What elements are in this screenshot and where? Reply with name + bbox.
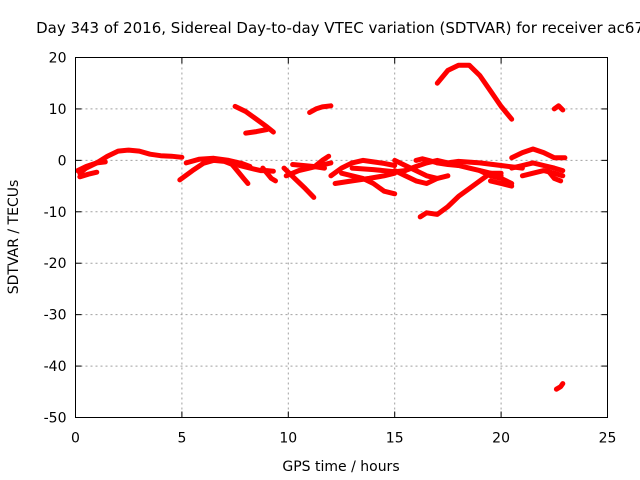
y-tick-label: 20: [49, 51, 67, 67]
axis-ticks: 0 5 10 15 20 25 -50 -40 -30 -20 -10 0 10 20: [44, 51, 617, 447]
series-arc-2: [75, 159, 108, 174]
grid-lines: [75, 57, 608, 418]
series-arc-10: [243, 127, 270, 136]
y-tick-label: 0: [58, 153, 67, 169]
y-tick-label: -10: [44, 205, 67, 221]
series-arc-28: [488, 178, 515, 189]
series-arc-8: [260, 165, 278, 184]
series-arc-21: [392, 157, 440, 181]
series-arc-26: [445, 158, 525, 171]
x-tick-label: 0: [71, 431, 80, 447]
y-axis-label: SDTVAR / TECUs: [6, 180, 22, 295]
x-tick-label: 20: [492, 431, 510, 447]
series-arc-7: [236, 163, 276, 174]
series-arc-17: [332, 170, 398, 186]
series-arc-30: [509, 146, 568, 161]
series-arc-14: [290, 162, 327, 171]
y-tick-label: -30: [44, 308, 67, 324]
y-tick-label: 10: [49, 102, 67, 118]
series-arc-35: [553, 381, 566, 392]
series-arc-27: [477, 168, 515, 186]
series-arc-32: [519, 168, 566, 179]
series-arc-15: [313, 153, 332, 168]
series-arc-34: [551, 103, 566, 113]
chart-title: Day 343 of 2016, Sidereal Day-to-day VTE…: [36, 19, 640, 37]
series-arc-23: [413, 156, 440, 166]
y-tick-label: -50: [44, 411, 67, 427]
series-arc-11: [307, 103, 334, 115]
x-tick-label: 15: [386, 431, 404, 447]
series-arc-6: [228, 160, 251, 186]
y-tick-label: -20: [44, 256, 67, 272]
series-arc-16: [328, 157, 398, 179]
series-arc-29: [434, 62, 515, 122]
x-axis-label: GPS time / hours: [282, 459, 399, 475]
series-arc-3: [77, 169, 100, 180]
data-series: [75, 62, 568, 392]
plot-frame: [75, 57, 608, 418]
x-tick-label: 5: [177, 431, 186, 447]
series-arc-18: [339, 170, 398, 197]
x-tick-label: 25: [599, 431, 617, 447]
x-tick-label: 10: [279, 431, 297, 447]
series-arc-33: [545, 168, 564, 184]
series-arc-31: [509, 160, 566, 174]
y-tick-label: -40: [44, 359, 67, 375]
